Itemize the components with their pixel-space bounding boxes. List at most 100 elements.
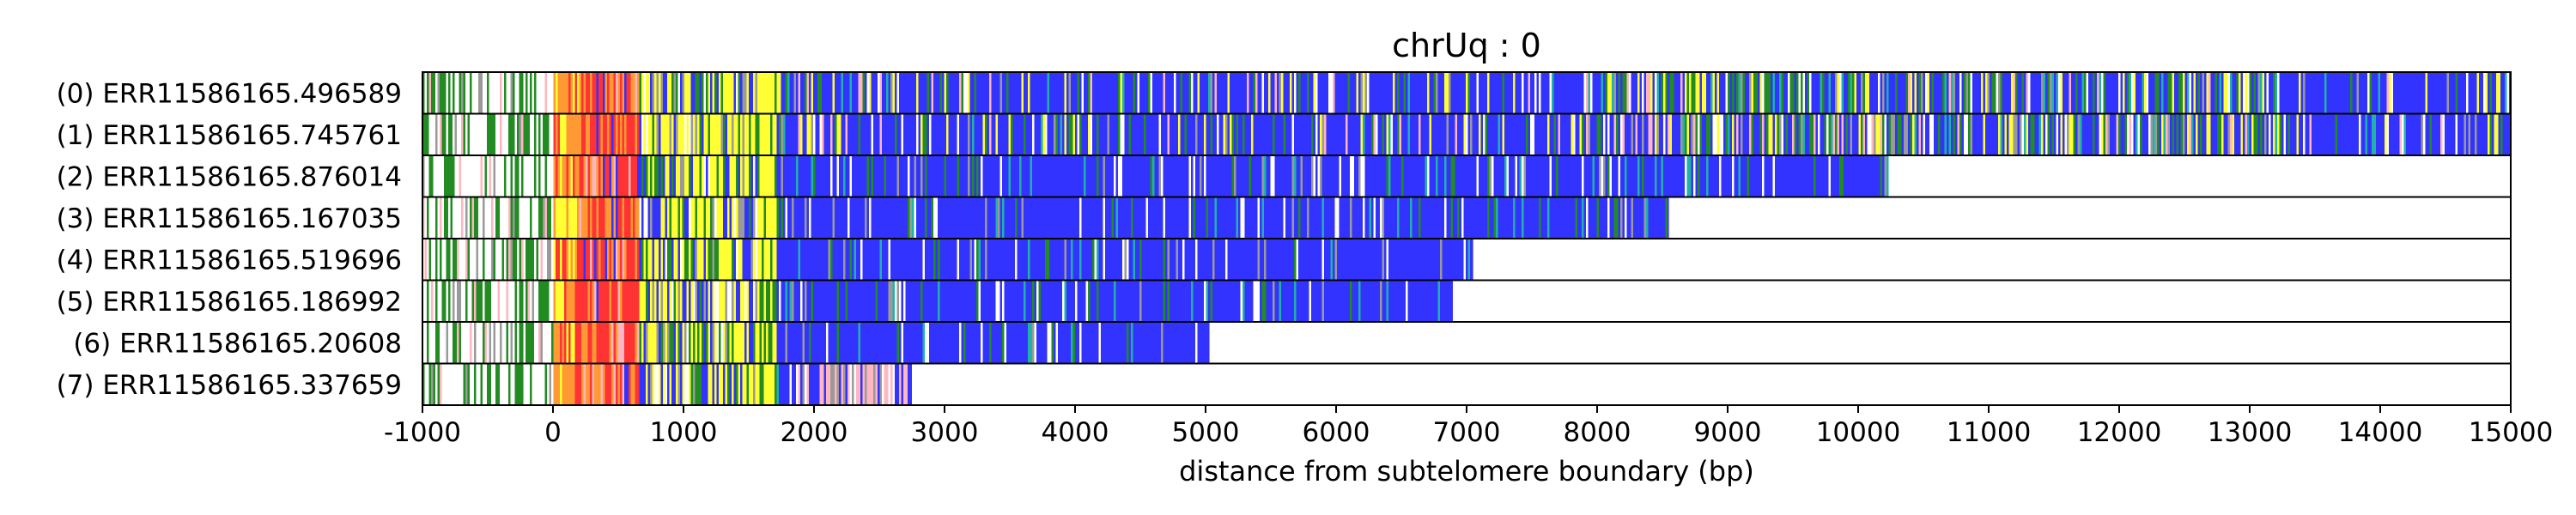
- read-segment: [581, 322, 584, 364]
- read-segment: [693, 113, 696, 155]
- read-segment: [1436, 155, 1438, 197]
- read-segment: [1118, 280, 1121, 322]
- read-segment: [630, 322, 633, 364]
- read-segment: [2445, 72, 2447, 114]
- read-segment: [1154, 155, 1157, 197]
- read-segment: [491, 239, 494, 281]
- read-segment: [848, 363, 850, 405]
- read-segment: [689, 322, 691, 364]
- read-segment: [560, 363, 562, 405]
- read-segment: [1788, 72, 1790, 114]
- read-segment: [1723, 113, 1726, 155]
- read-segment: [1729, 72, 1732, 114]
- read-segment: [566, 239, 568, 281]
- read-segment: [1502, 72, 1504, 114]
- read-segment: [1914, 113, 1917, 155]
- read-segment: [1092, 239, 1095, 281]
- read-segment: [564, 155, 567, 197]
- read-segment: [624, 197, 627, 239]
- read-segment: [1453, 155, 1455, 197]
- read-segment: [811, 239, 813, 281]
- read-segment: [720, 113, 723, 155]
- read-segment: [912, 197, 914, 239]
- read-segment: [1467, 72, 1470, 114]
- x-tick-label: 8000: [1564, 417, 1631, 448]
- read-segment: [547, 113, 550, 155]
- read-segment: [2191, 72, 2194, 114]
- read-segment: [654, 197, 657, 239]
- read-segment: [1264, 155, 1267, 197]
- read-segment: [667, 280, 670, 322]
- read-segment: [1377, 280, 1380, 322]
- read-segment: [750, 72, 753, 114]
- read-segment: [600, 72, 603, 114]
- read-segment: [2475, 113, 2477, 155]
- read-segment: [1686, 155, 1689, 197]
- read-segment: [1354, 155, 1357, 197]
- read-segment: [453, 280, 455, 322]
- read-segment: [775, 239, 777, 281]
- read-segment: [822, 363, 824, 405]
- read-segment: [908, 280, 910, 322]
- read-segment: [2253, 113, 2256, 155]
- read-segment: [530, 322, 532, 364]
- read-segment: [1796, 113, 1799, 155]
- read-segment: [673, 113, 676, 155]
- read-segment: [2077, 113, 2080, 155]
- read-segment: [815, 113, 817, 155]
- read-segment: [669, 155, 671, 197]
- read-segment: [596, 113, 598, 155]
- read-segment: [1888, 113, 1891, 155]
- read-segment: [805, 363, 807, 405]
- read-segment: [982, 155, 985, 197]
- read-segment: [792, 197, 794, 239]
- read-segment: [641, 72, 644, 114]
- read-segment: [852, 155, 854, 197]
- read-segment: [543, 113, 545, 155]
- read-segment: [852, 363, 854, 405]
- read-segment: [646, 155, 648, 197]
- read-segment: [1064, 239, 1066, 281]
- read-segment: [1071, 280, 1073, 322]
- read-segment: [702, 72, 704, 114]
- read-segment: [2397, 113, 2400, 155]
- read-segment: [646, 72, 648, 114]
- read-segment: [629, 239, 631, 281]
- read-segment: [478, 72, 481, 114]
- read-segment: [641, 280, 644, 322]
- read-segment: [1242, 239, 1245, 281]
- read-segment: [1122, 72, 1125, 114]
- read-segment: [699, 322, 702, 364]
- read-segment: [1498, 72, 1500, 114]
- read-segment: [779, 197, 781, 239]
- read-segment: [2208, 72, 2211, 114]
- read-segment: [1364, 197, 1367, 239]
- read-segment: [2412, 113, 2415, 155]
- read-segment: [759, 72, 762, 114]
- read-segment: [1240, 280, 1242, 322]
- read-segment: [1837, 72, 1839, 114]
- read-segment: [483, 322, 485, 364]
- read-segment: [710, 72, 713, 114]
- read-segment: [781, 72, 783, 114]
- read-segment: [665, 72, 667, 114]
- read-segment: [1835, 113, 1838, 155]
- read-segment: [1715, 113, 1717, 155]
- read-segment: [2386, 113, 2389, 155]
- read-segment: [660, 197, 663, 239]
- read-segment: [849, 239, 852, 281]
- read-segment: [1012, 322, 1015, 364]
- read-segment: [1410, 197, 1413, 239]
- read-segment: [946, 280, 949, 322]
- read-segment: [856, 363, 859, 405]
- read-segment: [2232, 72, 2234, 114]
- read-segment: [1691, 113, 1693, 155]
- read-segment: [746, 155, 749, 197]
- read-segment: [901, 113, 903, 155]
- read-segment: [2024, 113, 2026, 155]
- read-segment: [1384, 155, 1387, 197]
- read-segment: [510, 72, 513, 114]
- read-segment: [1433, 113, 1436, 155]
- read-segment: [740, 363, 743, 405]
- read-segment: [1474, 113, 1477, 155]
